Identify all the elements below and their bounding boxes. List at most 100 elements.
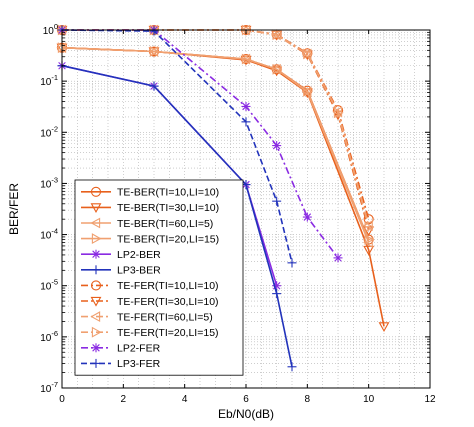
marker-shape [272,63,283,75]
marker-shape [91,326,102,338]
data-point [241,117,251,127]
marker-shape [303,213,312,221]
legend-label: LP3-FER [117,358,161,370]
legend-label: TE-BER(TI=20,LI=15) [117,233,219,245]
marker-shape [90,203,102,214]
marker-shape [90,280,102,291]
legend-marker [90,217,101,229]
data-point [241,101,251,111]
data-point [272,29,283,41]
marker-shape [90,296,102,307]
legend-label: LP2-FER [117,343,161,355]
data-point [272,141,282,151]
legend-marker [91,249,101,259]
series-line [61,46,370,240]
data-point [302,85,313,96]
data-point [302,212,312,222]
marker-shape [378,322,390,333]
y-tick-label: 10-6 [40,329,58,344]
legend-entry: TE-BER(TI=20,LI=15) [81,233,219,245]
legend-marker [90,203,102,214]
y-tick-exponent: -2 [51,124,58,133]
data-point [303,85,313,97]
legend-entry: TE-BER(TI=10,LI=10) [81,187,219,199]
x-tick-label: 4 [182,394,188,405]
marker-shape [149,46,160,57]
legend-entry: TE-BER(TI=30,LI=10) [81,202,219,214]
marker-shape [302,48,313,59]
legend-marker [91,326,102,338]
legend-label: TE-BER(TI=30,LI=10) [117,202,219,214]
y-tick-base: 10 [40,128,52,139]
legend-marker [91,343,101,353]
y-tick-exponent: -3 [51,175,58,184]
marker-shape [364,234,375,245]
y-tick-base: 10 [40,77,52,88]
marker-shape [92,344,100,352]
y-tick-label: 10-1 [40,73,58,88]
legend-marker [91,265,101,275]
legend-entry: LP2-FER [81,343,161,355]
data-point [241,53,252,65]
data-point [149,81,159,91]
marker-shape [242,102,250,111]
y-tick-base: 10 [40,231,52,242]
x-tick-label: 10 [363,394,375,405]
data-point [272,63,283,75]
legend-label: TE-FER(TI=30,LI=10) [117,296,219,308]
marker-shape [303,85,313,97]
data-point [149,46,160,57]
data-point [303,48,313,60]
y-tick-label: 10-4 [40,227,58,242]
marker-shape [303,48,313,60]
marker-shape [90,186,102,197]
data-point [302,48,313,59]
legend-entry: TE-FER(TI=60,LI=5) [81,311,213,323]
data-point [333,107,344,119]
data-point [287,258,297,268]
legend-marker [90,311,101,323]
legend-entry: TE-FER(TI=20,LI=15) [81,326,219,339]
legend-label: LP3-BER [117,265,161,277]
x-tick-label: 8 [305,394,311,405]
legend-entry: LP3-FER [81,358,161,370]
marker-shape [302,85,313,96]
legend-marker [91,358,101,368]
data-point [149,26,159,36]
data-point [378,322,390,333]
data-point [364,221,375,233]
marker-shape [90,217,101,229]
y-tick-exponent: -6 [51,329,58,338]
data-point [363,220,373,232]
data-point [272,289,282,299]
data-point [363,237,373,248]
data-point [272,196,282,206]
data-point [333,253,343,263]
marker-shape [363,237,373,248]
x-tick-label: 0 [59,394,65,405]
y-tick-exponent: -7 [51,380,58,389]
y-tick-exponent: -4 [51,227,58,236]
legend-marker [90,296,102,307]
marker-shape [272,141,281,150]
y-tick-base: 10 [40,282,52,293]
y-tick-label: 10-2 [40,124,58,139]
legend-label: LP2-BER [117,249,161,261]
legend: TE-BER(TI=10,LI=10) TE-BER(TI=30,LI=10) TE… [74,179,244,376]
y-tick-label: 10-3 [40,175,58,190]
marker-shape [241,53,252,65]
marker-shape [91,233,102,245]
x-tick-label: 2 [121,394,127,405]
data-point [364,234,375,245]
marker-shape [363,220,373,232]
legend-label: TE-BER(TI=10,LI=10) [117,187,219,199]
x-tick-label: 6 [243,394,249,405]
marker-shape [363,245,375,256]
legend-entry: LP2-BER [81,249,161,261]
marker-shape [333,107,344,119]
y-tick-label: 10-7 [40,380,58,395]
y-tick-base: 10 [43,26,55,37]
x-axis-label: Eb/N0(dB) [218,407,274,421]
